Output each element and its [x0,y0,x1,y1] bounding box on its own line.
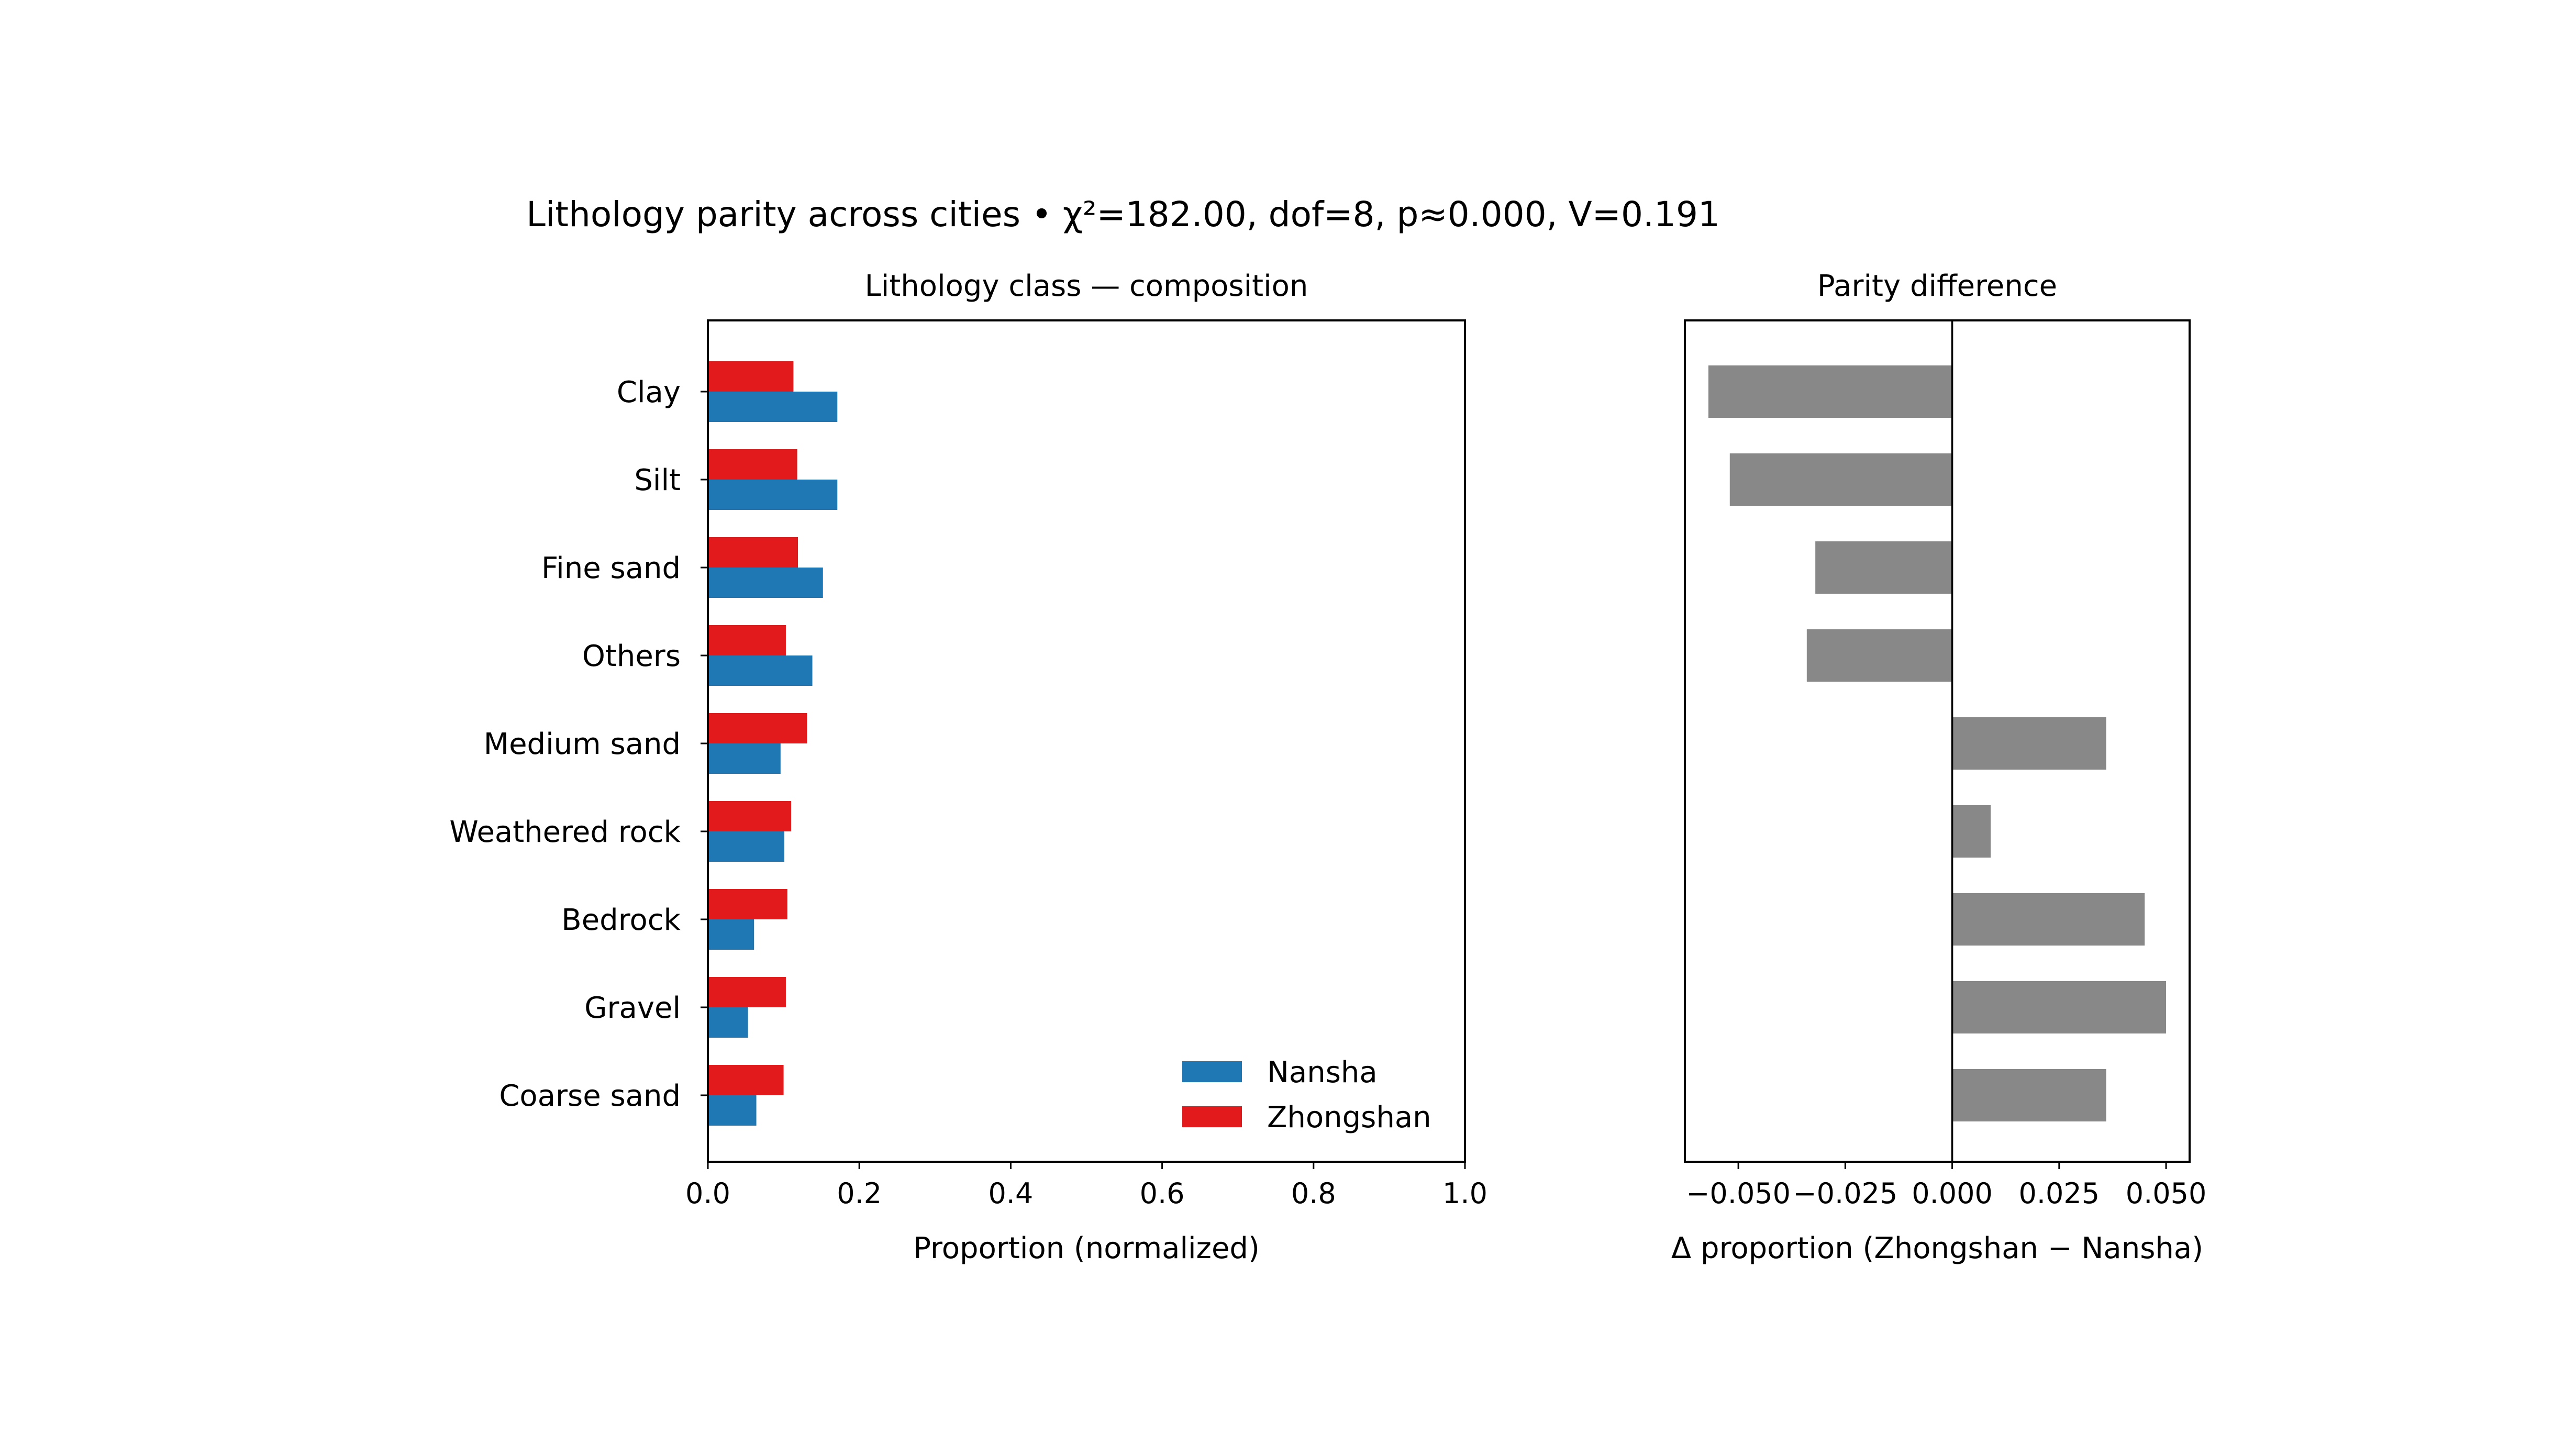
bar-nansha-silt [708,480,838,510]
bar-zhongshan-gravel [708,977,786,1007]
bar-zhongshan-fine-sand [708,537,798,568]
composition-x-axis-label: Proportion (normalized) [913,1231,1260,1265]
x-tick-label: 0.000 [1912,1177,1993,1210]
difference-bar-gravel [1952,981,2167,1033]
x-tick-label: 0.025 [2019,1177,2100,1210]
x-tick-label: −0.025 [1793,1177,1897,1210]
bar-nansha-clay [708,392,838,422]
x-tick-label: 0.050 [2126,1177,2207,1210]
figure-suptitle: Lithology parity across cities • χ²=182.… [526,194,1720,235]
difference-bar-weathered-rock [1952,805,1991,858]
difference-bar-clay [1708,365,1952,418]
legend-label-nansha: Nansha [1267,1055,1378,1090]
parity-difference-frame [1684,319,2191,1163]
bar-zhongshan-coarse-sand [708,1065,784,1095]
composition-category-labels: Clay Silt Fine sand Others Medium sand Weathe… [449,375,708,1113]
x-tick-label: 1.0 [1442,1177,1487,1210]
category-label-bedrock: Bedrock [561,903,681,937]
parity-difference-title: Parity difference [1817,269,2057,303]
bar-nansha-coarse-sand [708,1095,757,1126]
legend-swatch-zhongshan [1182,1106,1242,1127]
legend-swatch-nansha [1182,1061,1242,1082]
category-label-others: Others [582,639,681,673]
bar-nansha-gravel [708,1007,748,1038]
x-tick-label: 0.2 [837,1177,882,1210]
bar-nansha-others [708,655,813,686]
difference-bar-medium-sand [1952,717,2106,770]
bar-zhongshan-silt [708,449,797,480]
category-label-silt: Silt [634,463,681,497]
x-tick-label: 0.4 [988,1177,1033,1210]
composition-x-ticks: 0.0 0.2 0.4 0.6 0.8 1.0 [685,1162,1487,1210]
composition-panel: Lithology class — composition Clay Silt Fi… [449,269,1487,1265]
composition-bars [708,361,838,1126]
parity-difference-panel: Parity difference −0.050 −0.025 0.000 0.025… [1671,269,2206,1265]
category-label-weathered-rock: Weathered rock [449,815,681,849]
bar-nansha-weathered-rock [708,831,785,862]
parity-difference-x-ticks: −0.050 −0.025 0.000 0.025 0.050 [1686,1162,2206,1210]
category-label-coarse-sand: Coarse sand [499,1079,681,1113]
bar-zhongshan-bedrock [708,889,787,919]
composition-title: Lithology class — composition [865,269,1308,303]
parity-difference-x-axis-label: Δ proportion (Zhongshan − Nansha) [1671,1231,2203,1265]
bar-zhongshan-clay [708,361,794,392]
bar-nansha-fine-sand [708,568,823,598]
difference-bar-fine-sand [1815,541,1952,594]
x-tick-label: 0.0 [685,1177,730,1210]
composition-legend: Nansha Zhongshan [1182,1055,1431,1135]
difference-bar-coarse-sand [1952,1069,2106,1121]
composition-frame [707,319,1466,1163]
difference-bar-bedrock [1952,893,2145,946]
parity-difference-bars [1708,365,2167,1121]
bar-zhongshan-medium-sand [708,713,807,743]
difference-bar-silt [1729,453,1952,506]
bar-zhongshan-weathered-rock [708,801,792,831]
category-label-medium-sand: Medium sand [484,727,681,761]
bar-nansha-medium-sand [708,743,781,774]
category-label-clay: Clay [617,375,681,409]
bar-zhongshan-others [708,625,786,655]
x-tick-label: 0.8 [1291,1177,1336,1210]
difference-bar-others [1806,629,1952,682]
x-tick-label: 0.6 [1140,1177,1185,1210]
category-label-fine-sand: Fine sand [541,551,681,585]
legend-label-zhongshan: Zhongshan [1267,1101,1431,1135]
bar-nansha-bedrock [708,919,754,950]
x-tick-label: −0.050 [1686,1177,1791,1210]
category-label-gravel: Gravel [584,991,681,1025]
